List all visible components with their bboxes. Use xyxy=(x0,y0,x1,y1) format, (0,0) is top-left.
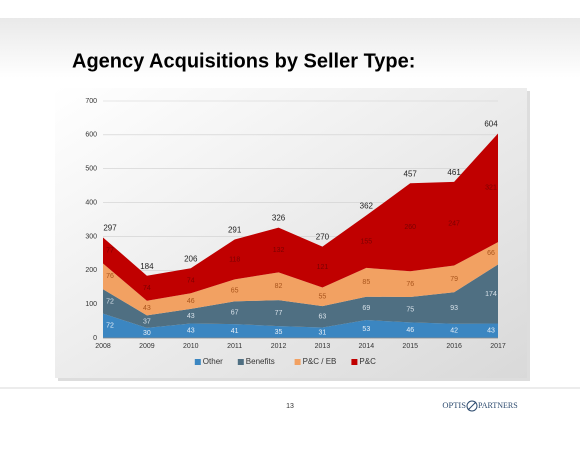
y-tick-label: 300 xyxy=(85,233,97,240)
data-label: 43 xyxy=(487,328,495,335)
logo-icon xyxy=(466,400,478,412)
data-label: 174 xyxy=(485,291,497,298)
data-label: 43 xyxy=(187,313,195,320)
plot: 0 100 200 300 400 500 600 700 2008 2009 2010 2011 20… xyxy=(85,98,506,366)
data-label: 121 xyxy=(317,264,329,271)
data-label: 46 xyxy=(406,327,414,334)
y-tick-label: 400 xyxy=(85,199,97,206)
x-tick-label: 2011 xyxy=(227,343,242,350)
data-label: 74 xyxy=(143,285,151,292)
logo-slash xyxy=(467,401,477,411)
x-tick-label: 2009 xyxy=(139,343,155,350)
data-label: 63 xyxy=(319,314,327,321)
data-label: 77 xyxy=(106,247,114,254)
logo-right: PARTNERS xyxy=(478,401,518,410)
data-label: 76 xyxy=(406,281,414,288)
x-tick-label: 2010 xyxy=(183,343,199,350)
total-label: 270 xyxy=(316,233,330,242)
legend-label: P&C xyxy=(359,357,376,366)
data-label: 260 xyxy=(404,224,416,231)
data-label: 247 xyxy=(448,221,460,228)
y-tick-label: 700 xyxy=(85,98,97,105)
data-label: 69 xyxy=(362,305,370,312)
area xyxy=(103,242,498,316)
x-tick-label: 2014 xyxy=(359,343,375,350)
data-label: 79 xyxy=(450,276,458,283)
data-label: 75 xyxy=(406,307,414,314)
x-tick-label: 2015 xyxy=(402,343,418,350)
total-label: 604 xyxy=(484,120,498,129)
total-label: 206 xyxy=(184,254,198,263)
y-tick-label: 0 xyxy=(93,335,97,342)
total-label: 362 xyxy=(360,202,374,211)
data-label: 82 xyxy=(275,283,283,290)
y-tick-label: 600 xyxy=(85,132,97,139)
data-label: 118 xyxy=(229,256,240,263)
x-tick-label: 2012 xyxy=(271,343,287,350)
logo-left: OPTIS xyxy=(442,400,466,410)
data-label: 74 xyxy=(187,278,195,285)
total-label: 461 xyxy=(447,168,461,177)
total-label: 457 xyxy=(404,169,418,178)
total-label: 297 xyxy=(103,224,117,233)
legend-label: Benefits xyxy=(246,357,275,366)
y-tick-label: 500 xyxy=(85,166,97,173)
data-label: 76 xyxy=(106,273,114,280)
data-label: 46 xyxy=(187,298,195,305)
data-label: 321 xyxy=(485,185,497,192)
data-label: 43 xyxy=(143,305,151,312)
data-label: 43 xyxy=(187,328,195,335)
total-label: 326 xyxy=(272,214,286,223)
data-label: 65 xyxy=(231,287,239,294)
area xyxy=(103,133,498,301)
title-band xyxy=(0,18,580,78)
data-label: 72 xyxy=(106,323,114,330)
chart-title: Agency Acquisitions by Seller Type: xyxy=(72,50,415,72)
page-number: 13 xyxy=(286,403,294,410)
data-label: 72 xyxy=(106,298,114,305)
legend-swatch xyxy=(237,359,244,365)
legend-swatch xyxy=(194,359,201,365)
x-tick-label: 2017 xyxy=(490,343,506,350)
data-label: 77 xyxy=(275,310,283,317)
x-tick-label: 2016 xyxy=(446,343,462,350)
legend-label: P&C / EB xyxy=(303,357,337,366)
data-label: 67 xyxy=(231,310,239,317)
total-label: 291 xyxy=(228,226,242,235)
data-label: 85 xyxy=(362,279,370,286)
data-label: 41 xyxy=(231,328,239,335)
area xyxy=(103,313,498,338)
data-label: 37 xyxy=(143,318,151,325)
y-tick-label: 200 xyxy=(85,267,97,274)
legend-label: Other xyxy=(203,357,223,366)
data-label: 31 xyxy=(319,330,327,337)
data-label: 35 xyxy=(275,329,283,336)
data-label: 30 xyxy=(143,330,151,337)
y-tick-label: 100 xyxy=(85,301,97,308)
data-label: 93 xyxy=(450,305,458,312)
data-label: 55 xyxy=(319,294,327,301)
legend-swatch xyxy=(351,359,358,365)
data-label: 132 xyxy=(273,247,285,254)
data-label: 53 xyxy=(362,326,370,333)
area xyxy=(103,264,498,328)
data-label: 155 xyxy=(360,239,372,246)
data-label: 66 xyxy=(487,250,495,257)
x-tick-label: 2008 xyxy=(95,343,111,350)
legend-swatch xyxy=(294,359,301,365)
x-tick-label: 2013 xyxy=(315,343,331,350)
data-label: 42 xyxy=(450,328,458,335)
total-label: 184 xyxy=(140,262,154,271)
